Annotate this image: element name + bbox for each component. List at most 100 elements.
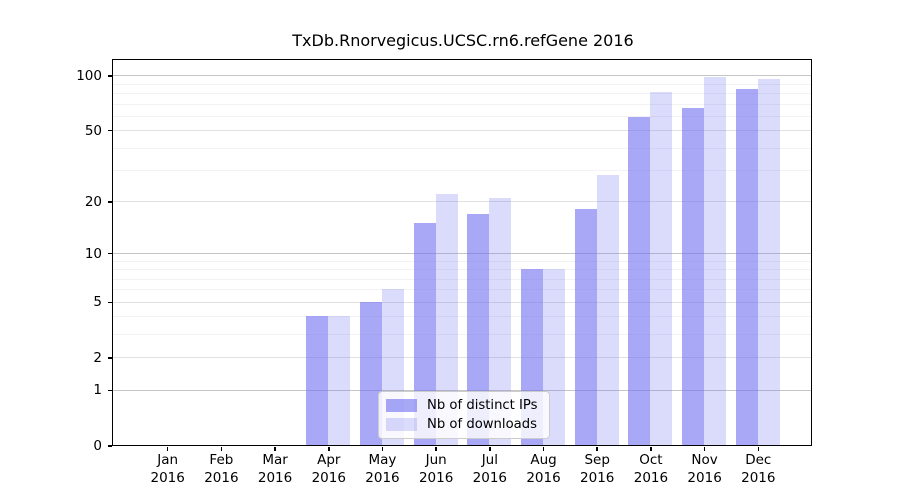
x-tick-mark: [596, 446, 598, 451]
x-tick-year: 2016: [365, 469, 400, 486]
x-tick-month: Feb: [209, 452, 234, 468]
x-tick-label: Oct 2016: [621, 452, 681, 487]
minor-gridline: [113, 147, 812, 149]
y-tick-mark: [108, 357, 113, 359]
x-tick-mark: [435, 446, 437, 451]
major-gridline: [113, 253, 812, 255]
major-gridline: [113, 201, 812, 203]
bar-dec-downloads: [757, 79, 780, 446]
x-tick-month: Dec: [745, 452, 772, 468]
bar-jun-ips: [413, 223, 436, 446]
x-tick-mark: [381, 446, 384, 451]
x-tick-label: Nov 2016: [675, 452, 735, 487]
minor-gridline: [113, 115, 812, 117]
x-tick-month: Sep: [584, 452, 610, 468]
x-tick-mark: [220, 446, 223, 451]
bar-may-ips: [359, 301, 382, 446]
bar-dec-ips: [735, 89, 758, 446]
x-tick-year: 2016: [204, 469, 239, 486]
minor-gridline: [113, 289, 812, 291]
y-tick-label: 0: [93, 438, 102, 454]
x-tick-month: Apr: [317, 452, 341, 468]
x-tick-year: 2016: [741, 469, 776, 486]
x-tick-year: 2016: [580, 469, 615, 486]
y-tick-mark: [108, 252, 113, 255]
x-tick-mark: [274, 446, 276, 451]
x-tick-month: May: [368, 452, 397, 468]
y-tick-mark: [108, 445, 113, 447]
minor-gridline: [113, 278, 812, 280]
legend-swatch-dark: [386, 399, 417, 412]
x-tick-year: 2016: [526, 469, 561, 486]
y-tick-label: 20: [84, 193, 102, 210]
y-tick-mark: [108, 201, 113, 203]
bar-nov-downloads: [704, 76, 726, 446]
bar-oct-downloads: [650, 91, 673, 446]
x-tick-mark: [757, 446, 760, 451]
x-tick-mark: [542, 446, 545, 451]
bar-jul-downloads: [489, 197, 512, 446]
major-gridline: [113, 389, 812, 391]
bar-sep-downloads: [596, 175, 619, 446]
y-tick-label: 50: [84, 122, 102, 139]
major-gridline: [113, 130, 812, 132]
bar-nov-ips: [682, 108, 704, 446]
x-tick-year: 2016: [150, 469, 185, 486]
y-tick-mark: [108, 389, 113, 392]
x-tick-label: Jun 2016: [406, 452, 466, 487]
x-tick-label: Aug 2016: [514, 452, 574, 487]
x-tick-month: Jan: [157, 452, 179, 468]
legend-item-downloads: Nb of downloads: [386, 415, 542, 434]
legend-item-distinct-ips: Nb of distinct IPs: [386, 396, 542, 415]
bar-apr-ips: [306, 316, 329, 446]
x-tick-month: Nov: [691, 452, 718, 468]
minor-gridline: [113, 92, 812, 94]
x-tick-month: Jun: [425, 452, 447, 468]
y-tick-label: 2: [93, 349, 102, 366]
minor-gridline: [113, 269, 812, 271]
y-tick-label: 100: [76, 67, 102, 84]
x-tick-label: Apr 2016: [299, 452, 359, 487]
y-tick-mark: [108, 129, 113, 132]
x-tick-month: Jul: [481, 452, 498, 468]
legend-swatch-light: [386, 418, 417, 431]
major-gridline: [113, 301, 812, 303]
x-tick-mark: [489, 446, 491, 451]
x-tick-month: Aug: [530, 452, 557, 468]
x-tick-year: 2016: [311, 469, 346, 486]
minor-gridline: [113, 316, 812, 318]
x-tick-mark: [650, 446, 652, 451]
y-tick-label: 1: [93, 382, 102, 399]
minor-gridline: [113, 83, 812, 85]
minor-gridline: [113, 103, 812, 105]
bar-jul-ips: [467, 213, 490, 446]
bar-apr-downloads: [328, 316, 351, 446]
x-tick-mark: [328, 446, 330, 451]
bar-jun-downloads: [435, 193, 458, 446]
chart-title: TxDb.Rnorvegicus.UCSC.rn6.refGene 2016: [292, 31, 634, 50]
y-tick-mark: [108, 301, 113, 304]
x-tick-label: May 2016: [352, 452, 412, 487]
x-tick-label: Jul 2016: [460, 452, 520, 487]
minor-gridline: [113, 169, 812, 171]
legend-label: Nb of downloads: [427, 416, 537, 432]
x-tick-mark: [703, 446, 706, 451]
bar-sep-ips: [574, 209, 597, 446]
x-tick-label: Jan 2016: [138, 452, 198, 487]
x-tick-mark: [166, 446, 169, 451]
major-gridline: [113, 75, 812, 77]
y-tick-label: 10: [84, 245, 102, 262]
minor-gridline: [113, 260, 812, 262]
x-tick-year: 2016: [472, 469, 508, 486]
x-tick-year: 2016: [687, 469, 722, 486]
bar-oct-ips: [628, 117, 651, 446]
y-tick-label: 5: [93, 294, 102, 311]
legend: Nb of distinct IPs Nb of downloads: [378, 391, 550, 439]
legend-label: Nb of distinct IPs: [427, 397, 538, 413]
x-tick-year: 2016: [418, 469, 454, 486]
x-tick-label: Sep 2016: [567, 452, 627, 487]
x-tick-year: 2016: [257, 469, 293, 486]
x-tick-label: Feb 2016: [191, 452, 251, 487]
major-gridline: [113, 357, 812, 359]
